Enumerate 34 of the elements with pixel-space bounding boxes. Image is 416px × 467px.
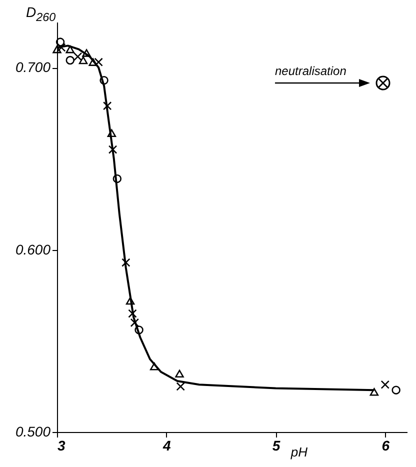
point	[126, 296, 135, 305]
x-tick-label: 4	[162, 438, 171, 454]
point	[176, 382, 185, 391]
y-tick-label: 0.500	[15, 424, 51, 440]
point	[107, 129, 116, 138]
point	[122, 258, 130, 267]
x-tick-label: 6	[382, 438, 390, 454]
x-axis-title: pH	[290, 444, 308, 460]
point	[73, 52, 82, 61]
point	[130, 318, 140, 328]
x-tick-label: 3	[58, 438, 66, 454]
y-axis-title: D$_{260}$	[26, 4, 56, 24]
point	[370, 388, 379, 396]
point	[52, 45, 62, 54]
point	[392, 386, 400, 394]
point	[66, 56, 74, 65]
point	[175, 370, 184, 378]
point	[94, 58, 103, 66]
point	[150, 362, 159, 370]
point	[102, 101, 112, 110]
y-tick-label: 0.700	[15, 59, 51, 76]
point	[82, 49, 91, 57]
point	[380, 380, 390, 389]
point	[108, 145, 118, 154]
annotation: neutralisation	[275, 64, 346, 78]
point	[100, 76, 108, 85]
point	[112, 174, 122, 184]
point	[134, 326, 144, 334]
point	[78, 56, 88, 64]
point	[128, 309, 137, 318]
y-tick-label: 0.600	[15, 241, 51, 258]
point	[88, 58, 98, 66]
point	[66, 45, 74, 54]
x-tick-label: 5	[272, 438, 280, 454]
